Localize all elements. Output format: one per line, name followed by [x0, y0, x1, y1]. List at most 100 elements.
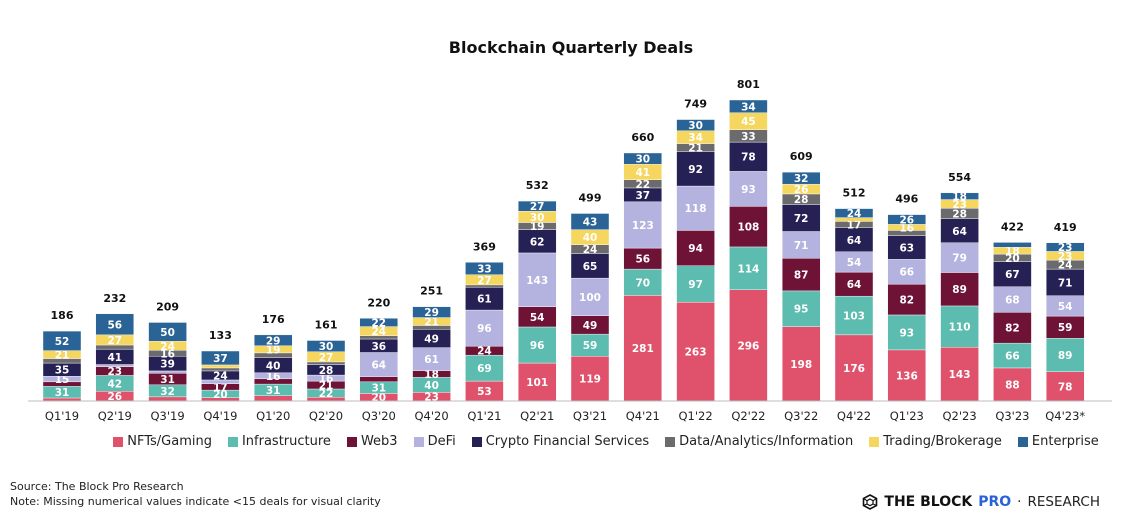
segment-value-label: 94 — [688, 243, 703, 255]
bar-segment-crypto-financial-services — [940, 218, 979, 243]
bar-segment-enterprise — [518, 200, 557, 212]
bar-segment-enterprise — [623, 152, 662, 165]
segment-value-label: 28 — [952, 208, 967, 220]
bar-total-label: 496 — [895, 193, 918, 206]
segment-value-label: 37 — [213, 353, 228, 365]
legend-label: Enterprise — [1031, 434, 1099, 449]
segment-value-label: 64 — [847, 279, 862, 291]
segment-value-label: 19 — [266, 344, 281, 356]
segment-value-label: 66 — [1005, 351, 1020, 363]
segment-value-label: 35 — [55, 365, 70, 377]
segment-value-label: 28 — [319, 365, 334, 377]
segment-value-label: 49 — [424, 333, 439, 345]
bar-segment-enterprise — [782, 171, 821, 185]
bar-total-label: 749 — [684, 98, 707, 111]
x-tick-label: Q2'19 — [98, 409, 132, 423]
segment-value-label: 72 — [794, 213, 809, 225]
legend-swatch — [665, 436, 676, 447]
segment-value-label: 15 — [55, 374, 70, 386]
segment-value-label: 16 — [319, 373, 334, 385]
brand-name: THE BLOCK — [884, 494, 973, 510]
segment-value-label: 31 — [160, 374, 175, 386]
x-tick-label: Q4'22 — [837, 409, 871, 423]
x-tick-labels: Q1'19 Q2'19 Q3'19 Q4'19 Q1'20 Q2'20 Q3'20 Q4'20… — [45, 409, 1085, 423]
legend-label: NFTs/Gaming — [127, 434, 212, 449]
bar-segment-defi — [623, 201, 662, 249]
bar-segment-enterprise — [676, 119, 715, 132]
stacked-bar-chart: 3115352152186264223412756232323139162450… — [28, 78, 1112, 423]
x-tick-label: Q1'23 — [890, 409, 924, 423]
x-tick-label: Q2'20 — [309, 409, 343, 423]
legend-label: Infrastructure — [241, 434, 331, 449]
segment-value-label: 97 — [688, 279, 703, 291]
segment-value-label: 82 — [1005, 323, 1020, 335]
segment-value-label: 22 — [319, 388, 334, 400]
segment-value-label: 54 — [1058, 301, 1073, 313]
bar-segment-enterprise — [95, 313, 135, 336]
bar-segment-enterprise — [412, 306, 451, 318]
segment-value-label: 32 — [160, 386, 175, 398]
bar-segment-defi — [729, 171, 768, 207]
segment-value-label: 18 — [952, 191, 967, 203]
chart-title: Blockchain Quarterly Deals — [448, 38, 694, 57]
segment-value-label: 17 — [213, 382, 228, 394]
x-tick-label: Q2'22 — [731, 409, 765, 423]
x-tick-label: Q3'21 — [573, 409, 607, 423]
bar-total-label: 220 — [367, 296, 390, 309]
segment-value-label: 176 — [843, 363, 865, 375]
bar-segment-nfts-gaming — [1045, 371, 1085, 402]
segment-value-label: 93 — [899, 327, 914, 339]
bar-segment-trading-brokerage — [201, 364, 240, 369]
bar-segment-web3 — [729, 206, 768, 248]
bar-segment-infrastructure — [834, 295, 874, 336]
bar-segment-enterprise — [465, 262, 504, 275]
segment-value-label: 123 — [632, 220, 654, 232]
segment-value-label: 17 — [847, 220, 862, 232]
segment-value-label: 24 — [1058, 260, 1073, 272]
bar-total-label: 161 — [315, 318, 338, 331]
bar-segment-defi — [465, 309, 504, 347]
bar-segment-nfts-gaming — [940, 347, 979, 402]
legend-swatch — [413, 436, 424, 447]
bar-segment-crypto-financial-services — [1045, 268, 1085, 296]
segment-value-label: 64 — [371, 360, 386, 372]
legend-item: Data/Analytics/Information — [665, 434, 853, 449]
segment-value-label: 27 — [107, 335, 122, 347]
brand-research: RESEARCH — [1027, 494, 1100, 510]
legend-item: Trading/Brokerage — [869, 434, 1002, 449]
x-tick-label: Q4'21 — [626, 409, 660, 423]
segment-value-label: 281 — [632, 343, 654, 355]
x-tick-label: Q1'22 — [679, 409, 713, 423]
bar-total-label: 209 — [156, 300, 179, 313]
segment-value-label: 61 — [477, 294, 492, 306]
segment-value-label: 34 — [688, 132, 703, 144]
segment-value-label: 21 — [688, 143, 703, 155]
segment-value-label: 78 — [1058, 381, 1073, 393]
segment-value-label: 24 — [477, 346, 492, 358]
x-tick-label: Q3'23 — [995, 409, 1029, 423]
legend-label: DeFi — [427, 434, 456, 449]
x-tick-label: Q4'20 — [415, 409, 449, 423]
bar-segment-defi — [359, 352, 398, 377]
legend: NFTs/Gaming Infrastructure Web3 DeFi Crypto … — [0, 434, 1142, 449]
segment-value-label: 20 — [213, 389, 228, 401]
segment-value-label: 89 — [1058, 350, 1073, 362]
segment-value-label: 41 — [635, 167, 650, 179]
segment-value-label: 92 — [688, 164, 703, 176]
bar-total-label: 660 — [631, 131, 654, 144]
segment-value-label: 30 — [319, 341, 334, 353]
segment-value-label: 18 — [424, 369, 439, 381]
bar-segment-enterprise — [570, 213, 610, 230]
cube-icon — [863, 494, 878, 510]
segment-value-label: 16 — [899, 222, 914, 234]
segment-value-label: 30 — [530, 212, 545, 224]
bar-segment-defi — [887, 259, 926, 285]
bar-segment-enterprise — [940, 192, 979, 200]
segment-value-label: 71 — [794, 240, 809, 252]
legend-item: Web3 — [346, 434, 398, 449]
segment-value-label: 40 — [424, 380, 439, 392]
segment-value-label: 96 — [477, 323, 492, 335]
segment-value-label: 22 — [371, 317, 386, 329]
bar-segment-nfts-gaming — [993, 367, 1032, 402]
segment-value-label: 88 — [1005, 379, 1020, 391]
